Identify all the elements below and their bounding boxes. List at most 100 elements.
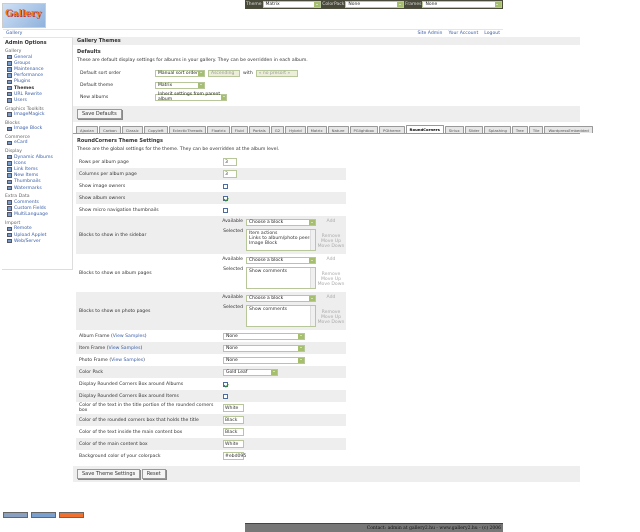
breadcrumb-gallery[interactable]: Gallery bbox=[6, 31, 23, 36]
tab-matrix[interactable]: Matrix bbox=[306, 126, 327, 133]
sidebar-item-themes[interactable]: Themes bbox=[5, 85, 69, 91]
sidebar-item-comments[interactable]: Comments bbox=[5, 199, 69, 205]
item-frame-select[interactable]: None bbox=[223, 344, 305, 352]
rows-per-page-input[interactable]: 3 bbox=[223, 158, 237, 166]
tab-nature[interactable]: Nature bbox=[327, 126, 349, 133]
tab-pglightbox[interactable]: PGlightbox bbox=[349, 126, 379, 133]
sidebar-blocks-available-select[interactable]: Choose a block bbox=[246, 219, 316, 226]
tab-ajaxian[interactable]: Ajaxian bbox=[76, 126, 99, 133]
selected-block-item[interactable]: Links to album/photo peers bbox=[249, 236, 312, 241]
sidebar-item-image-block[interactable]: Image Block bbox=[5, 126, 69, 132]
sidebar-item-users[interactable]: Users bbox=[5, 97, 69, 103]
tab-splashing[interactable]: Splashing bbox=[484, 126, 511, 133]
gallery-badge[interactable] bbox=[31, 512, 56, 518]
sidebar-item-performance[interactable]: Performance bbox=[5, 73, 69, 79]
sidebar-item-web-server[interactable]: Web/Server bbox=[5, 238, 69, 244]
title-text-color-input[interactable]: White bbox=[223, 404, 244, 412]
sidebar-item-maintenance[interactable]: Maintenance bbox=[5, 66, 69, 72]
bg-color-input[interactable]: #ebd095 bbox=[223, 452, 247, 460]
view-samples-link[interactable]: View Samples bbox=[108, 345, 141, 351]
sidebar-item-upload-applet[interactable]: Upload Applet bbox=[5, 232, 69, 238]
colorpack-select[interactable]: None bbox=[345, 1, 405, 8]
remove-link[interactable]: Remove bbox=[321, 234, 341, 239]
add-block-link[interactable]: Add bbox=[326, 257, 336, 262]
sidebar-blocks-selected-list[interactable]: Item actions Links to album/photo peers Im… bbox=[246, 229, 316, 251]
sidebar-item-multilanguage[interactable]: MultiLanguage bbox=[5, 212, 69, 218]
frames-select[interactable]: None bbox=[422, 1, 502, 8]
tab-fluid[interactable]: Fluid bbox=[230, 126, 248, 133]
tab-portals[interactable]: Portals bbox=[248, 126, 270, 133]
sidebar-item-custom-fields[interactable]: Custom Fields bbox=[5, 205, 69, 211]
show-micro-nav-checkbox[interactable] bbox=[223, 207, 228, 213]
tab-slider[interactable]: Slider bbox=[464, 126, 484, 133]
tab-hybrid[interactable]: Hybrid bbox=[285, 126, 306, 133]
gallery-logo[interactable]: Gallery bbox=[2, 3, 46, 28]
move-down-link[interactable]: Move Down bbox=[317, 282, 345, 287]
presort-select[interactable]: « no presort » bbox=[255, 69, 298, 77]
show-album-owners-checkbox[interactable] bbox=[223, 195, 228, 201]
tab-copyleft[interactable]: Copyleft bbox=[143, 126, 168, 133]
tab-eclecticthreads[interactable]: EclecticThreads bbox=[168, 126, 207, 133]
sidebar-item-plugins[interactable]: Plugins bbox=[5, 79, 69, 85]
album-blocks-available-select[interactable]: Choose a block bbox=[246, 257, 316, 264]
move-down-link[interactable]: Move Down bbox=[317, 320, 345, 325]
your-account-link[interactable]: Your Account bbox=[448, 31, 479, 36]
sidebar-item-ecard[interactable]: eCard bbox=[5, 140, 69, 146]
tab-floatrix[interactable]: Floatrix bbox=[207, 126, 230, 133]
sidebar-item-thumbnails[interactable]: Thumbnails bbox=[5, 179, 69, 185]
photo-blocks-available-select[interactable]: Choose a block bbox=[246, 295, 316, 302]
remove-link[interactable]: Remove bbox=[321, 310, 341, 315]
main-text-color-input[interactable]: Black bbox=[223, 428, 244, 436]
sidebar-item-general[interactable]: General bbox=[5, 54, 69, 60]
move-up-link[interactable]: Move Up bbox=[320, 239, 342, 244]
move-down-link[interactable]: Move Down bbox=[317, 244, 345, 249]
tab-siriux[interactable]: Siriux bbox=[444, 126, 464, 133]
rc-albums-checkbox[interactable] bbox=[223, 381, 228, 387]
sidebar-item-link-items[interactable]: Link Items bbox=[5, 166, 69, 172]
default-theme-select[interactable]: Matrix bbox=[155, 81, 205, 89]
add-block-link[interactable]: Add bbox=[326, 219, 336, 224]
sort-order-select[interactable]: Manual sort order bbox=[155, 69, 205, 77]
rss-badge[interactable] bbox=[59, 512, 84, 518]
remove-link[interactable]: Remove bbox=[321, 272, 341, 277]
sidebar-item-new-items[interactable]: New Items bbox=[5, 173, 69, 179]
tab-classic[interactable]: Classic bbox=[121, 126, 143, 133]
save-theme-settings-button[interactable]: Save Theme Settings bbox=[77, 469, 141, 479]
sidebar-item-dynamic-albums[interactable]: Dynamic Albums bbox=[5, 154, 69, 160]
tab-tree[interactable]: Tree bbox=[511, 126, 528, 133]
tab-tile[interactable]: Tile bbox=[528, 126, 544, 133]
view-samples-link[interactable]: View Samples bbox=[112, 333, 145, 339]
site-admin-link[interactable]: Site Admin bbox=[417, 31, 443, 36]
rc-items-checkbox[interactable] bbox=[223, 393, 228, 399]
sidebar-item-remote[interactable]: Remote bbox=[5, 226, 69, 232]
validator-badge[interactable] bbox=[3, 512, 28, 518]
selected-block-item[interactable]: Item actions bbox=[249, 231, 278, 236]
sidebar-item-watermarks[interactable]: Watermarks bbox=[5, 185, 69, 191]
columns-per-page-input[interactable]: 3 bbox=[223, 170, 237, 178]
show-image-owners-checkbox[interactable] bbox=[223, 183, 228, 189]
photo-blocks-selected-list[interactable]: Show comments bbox=[246, 305, 316, 327]
move-up-link[interactable]: Move Up bbox=[320, 315, 342, 320]
tab-roundcorners[interactable]: RoundCorners bbox=[405, 124, 444, 133]
photo-frame-select[interactable]: None bbox=[223, 356, 305, 364]
view-samples-link[interactable]: View Samples bbox=[111, 357, 144, 363]
main-box-color-input[interactable]: White bbox=[223, 440, 244, 448]
sidebar-item-imagemagick[interactable]: ImageMagick bbox=[5, 112, 69, 118]
sidebar-item-icons[interactable]: Icons bbox=[5, 160, 69, 166]
add-block-link[interactable]: Add bbox=[326, 295, 336, 300]
selected-block-item[interactable]: Image Block bbox=[249, 241, 278, 246]
sidebar-item-url-rewrite[interactable]: URL Rewrite bbox=[5, 91, 69, 97]
title-box-color-input[interactable]: Black bbox=[223, 416, 244, 424]
tab-pgtheme[interactable]: PGtheme bbox=[379, 126, 405, 133]
sidebar-item-groups[interactable]: Groups bbox=[5, 60, 69, 66]
color-pack-select[interactable]: Gold Leaf bbox=[223, 368, 278, 376]
tab-wordpressembedded[interactable]: WordpressEmbedded bbox=[544, 126, 593, 133]
tab-g2[interactable]: G2 bbox=[270, 126, 285, 133]
album-blocks-selected-list[interactable]: Show comments bbox=[246, 267, 316, 289]
move-up-link[interactable]: Move Up bbox=[320, 277, 342, 282]
logout-link[interactable]: Logout bbox=[484, 31, 500, 36]
selected-block-item[interactable]: Show comments bbox=[249, 269, 288, 274]
reset-button[interactable]: Reset bbox=[141, 469, 166, 479]
selected-block-item[interactable]: Show comments bbox=[249, 307, 288, 312]
tab-carbon[interactable]: Carbon bbox=[99, 126, 121, 133]
